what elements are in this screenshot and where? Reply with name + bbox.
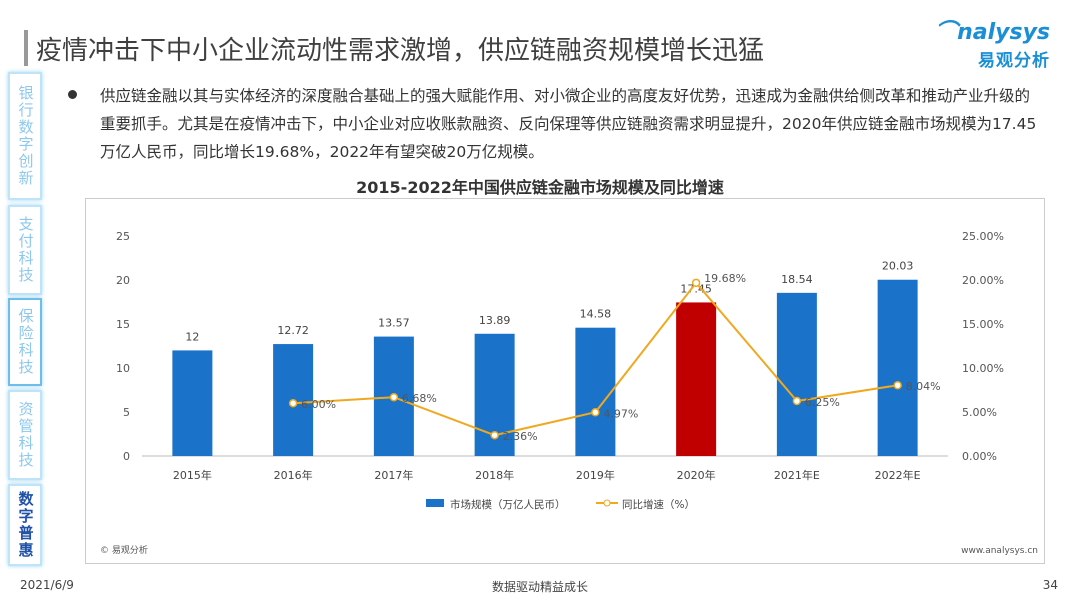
- x-tick-label: 2016年: [274, 468, 313, 482]
- chart-source: © 易观分析: [100, 544, 148, 556]
- title-accent-bar: [24, 30, 28, 66]
- legend-bar-label: 市场规模（万亿人民币）: [450, 498, 566, 511]
- growth-point: [691, 278, 701, 288]
- body-paragraph: 供应链金融以其与实体经济的深度融合基础上的强大赋能作用、对小微企业的高度友好优势…: [100, 87, 1037, 161]
- line-data-label: 6.25%: [805, 396, 840, 409]
- sidebar-item-label: 支付科技: [16, 216, 35, 284]
- footer-slogan: 数据驱动精益成长: [491, 580, 588, 594]
- x-tick-label: 2017年: [374, 468, 413, 482]
- x-tick-label: 2020年: [677, 468, 716, 482]
- bar: [877, 279, 918, 456]
- sidebar-item-label: 银行数字创新: [16, 85, 35, 187]
- analysys-logo: ⌒nalysys 易观分析: [935, 20, 1050, 71]
- bar: [776, 292, 817, 456]
- line-data-label: 6.00%: [301, 398, 336, 411]
- x-tick-label: 2015年: [173, 468, 212, 482]
- right-axis-tick: 10.00%: [962, 362, 1004, 375]
- right-axis-tick: 0.00%: [962, 450, 997, 463]
- bar: [676, 302, 717, 456]
- growth-point: [893, 380, 902, 390]
- bar-data-label: 12.72: [277, 324, 309, 337]
- x-tick-label: 2018年: [475, 468, 514, 482]
- sidebar-item-asset-tech[interactable]: 资管科技: [8, 390, 42, 480]
- growth-point: [490, 430, 499, 440]
- footer-date: 2021/6/9: [20, 578, 74, 592]
- left-axis-tick: 5: [123, 406, 130, 419]
- left-axis-tick: 25: [116, 230, 130, 243]
- x-tick-label: 2022年E: [875, 468, 921, 482]
- line-data-label: 2.36%: [503, 430, 538, 443]
- left-axis-tick: 15: [116, 318, 130, 331]
- chart-title: 2015-2022年中国供应链金融市场规模及同比增速: [356, 178, 724, 197]
- legend-bar-swatch: [426, 499, 444, 507]
- line-data-label: 19.68%: [704, 272, 746, 285]
- legend-line-marker: [603, 499, 611, 507]
- bar-data-label: 13.89: [479, 314, 511, 327]
- line-data-label: 6.68%: [402, 392, 437, 405]
- page-title: 疫情冲击下中小企业流动性需求激增，供应链融资规模增长迅猛: [36, 36, 765, 66]
- sidebar-item-label: 数字普惠: [16, 491, 35, 559]
- left-axis-tick: 0: [123, 450, 130, 463]
- sidebar-item-inclusive-finance[interactable]: 数字普惠: [8, 484, 42, 566]
- right-axis-tick: 20.00%: [962, 274, 1004, 287]
- sidebar-item-insurance-tech[interactable]: 保险科技: [8, 298, 42, 386]
- bar: [172, 350, 213, 456]
- sidebar-item-bank-innovation[interactable]: 银行数字创新: [8, 72, 42, 200]
- bar-data-label: 20.03: [882, 260, 914, 273]
- growth-point: [792, 396, 802, 406]
- bar-data-label: 14.58: [580, 308, 612, 321]
- left-axis-tick: 20: [116, 274, 130, 287]
- bar: [575, 327, 616, 456]
- growth-point: [591, 408, 600, 417]
- page-number: 34: [1042, 578, 1058, 592]
- right-axis-tick: 5.00%: [962, 406, 997, 419]
- left-axis-tick: 10: [116, 362, 130, 375]
- growth-point: [288, 398, 298, 408]
- growth-point: [389, 392, 399, 402]
- sidebar-item-label: 保险科技: [16, 308, 35, 376]
- sidebar-item-label: 资管科技: [16, 401, 35, 469]
- right-axis-tick: 25.00%: [962, 230, 1004, 243]
- chart-frame: [85, 198, 1045, 564]
- bar-data-label: 13.57: [378, 317, 410, 330]
- line-data-label: 4.97%: [603, 407, 638, 420]
- chart-url: www.analysys.cn: [961, 546, 1038, 556]
- right-axis-tick: 15.00%: [962, 318, 1004, 331]
- x-tick-label: 2019年: [576, 468, 615, 482]
- x-tick-label: 2021年E: [774, 468, 820, 482]
- legend-line-label: 同比增速（%）: [622, 498, 695, 511]
- sidebar-item-payment-tech[interactable]: 支付科技: [8, 205, 42, 295]
- bullet-icon: [68, 90, 77, 99]
- line-data-label: 8.04%: [906, 380, 941, 393]
- bar-data-label: 18.54: [781, 273, 813, 286]
- bar-data-label: 12: [185, 330, 199, 343]
